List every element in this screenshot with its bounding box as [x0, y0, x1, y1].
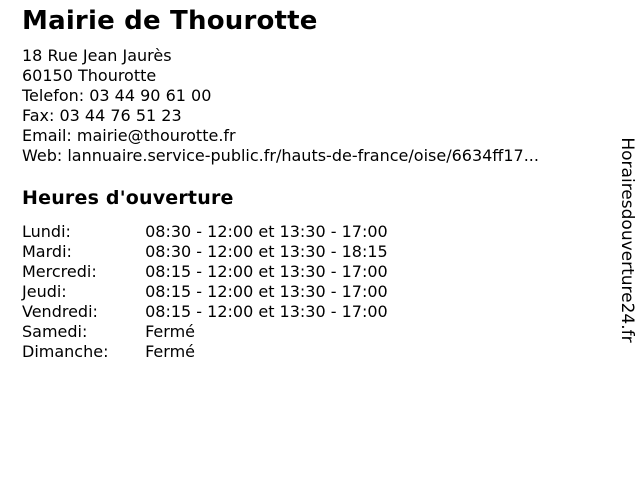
contact-line-phone: Telefon: 03 44 90 61 00: [22, 86, 212, 105]
hours-day-label: Mardi:: [22, 242, 72, 261]
hours-row-tuesday: Mardi: 08:30 - 12:00 et 13:30 - 18:15: [22, 242, 640, 262]
hours-row-monday: Lundi: 08:30 - 12:00 et 13:30 - 17:00: [22, 222, 640, 242]
hours-row-thursday: Jeudi: 08:15 - 12:00 et 13:30 - 17:00: [22, 282, 640, 302]
hours-day-label: Jeudi:: [22, 282, 67, 301]
hours-day-label: Dimanche:: [22, 342, 109, 361]
hours-time-value: 08:30 - 12:00 et 13:30 - 18:15: [145, 242, 388, 261]
hours-day-label: Lundi:: [22, 222, 71, 241]
hours-row-saturday: Samedi: Fermé: [22, 322, 640, 342]
hours-time-value: Fermé: [145, 342, 195, 361]
hours-day-label: Vendredi:: [22, 302, 98, 321]
hours-time-value: 08:15 - 12:00 et 13:30 - 17:00: [145, 262, 388, 281]
watermark-brand: Horairesdouverture24.fr: [617, 137, 637, 343]
opening-hours-table: Lundi: 08:30 - 12:00 et 13:30 - 17:00 Ma…: [22, 222, 640, 362]
hours-time-value: 08:15 - 12:00 et 13:30 - 17:00: [145, 302, 388, 321]
hours-row-friday: Vendredi: 08:15 - 12:00 et 13:30 - 17:00: [22, 302, 640, 322]
hours-day-label: Samedi:: [22, 322, 88, 341]
hours-row-sunday: Dimanche: Fermé: [22, 342, 640, 362]
hours-time-value: 08:30 - 12:00 et 13:30 - 17:00: [145, 222, 388, 241]
contact-line-email: Email: mairie@thourotte.fr: [22, 126, 236, 145]
contact-line-city: 60150 Thourotte: [22, 66, 157, 85]
hours-time-value: Fermé: [145, 322, 195, 341]
page-title: Mairie de Thourotte: [22, 6, 318, 36]
hours-day-label: Mercredi:: [22, 262, 97, 281]
contact-line-street: 18 Rue Jean Jaurès: [22, 46, 172, 65]
info-card: Mairie de Thourotte 18 Rue Jean Jaurès 6…: [22, 6, 640, 362]
contact-block: 18 Rue Jean Jaurès 60150 Thourotte Telef…: [22, 46, 640, 166]
contact-line-website: Web: lannuaire.service-public.fr/hauts-d…: [22, 146, 539, 165]
hours-time-value: 08:15 - 12:00 et 13:30 - 17:00: [145, 282, 388, 301]
hours-row-wednesday: Mercredi: 08:15 - 12:00 et 13:30 - 17:00: [22, 262, 640, 282]
contact-line-fax: Fax: 03 44 76 51 23: [22, 106, 182, 125]
opening-hours-heading: Heures d'ouverture: [22, 187, 234, 209]
